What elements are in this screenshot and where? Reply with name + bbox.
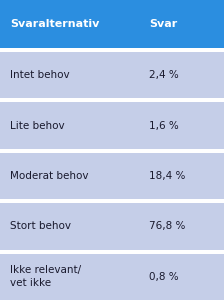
Bar (0, 203, 143, 250)
Text: Ikke relevant/
vet ikke: Ikke relevant/ vet ikke (10, 266, 81, 288)
Text: Moderat behov: Moderat behov (10, 171, 88, 181)
Text: 1,6 %: 1,6 % (149, 121, 179, 130)
Bar (143, 254, 224, 300)
Bar (143, 203, 224, 250)
Bar (0, 52, 143, 98)
Bar (0, 153, 143, 199)
Text: 0,8 %: 0,8 % (149, 272, 179, 282)
Text: 76,8 %: 76,8 % (149, 221, 186, 231)
Bar (143, 52, 224, 98)
Text: Stort behov: Stort behov (10, 221, 71, 231)
Text: 2,4 %: 2,4 % (149, 70, 179, 80)
Text: Svaralternativ: Svaralternativ (10, 19, 99, 29)
Text: Svar: Svar (149, 19, 178, 29)
Bar (0, 0, 143, 48)
Text: 18,4 %: 18,4 % (149, 171, 186, 181)
Bar (143, 153, 224, 199)
Text: Lite behov: Lite behov (10, 121, 65, 130)
Bar (0, 102, 143, 149)
Bar (143, 102, 224, 149)
Text: Intet behov: Intet behov (10, 70, 70, 80)
Bar (143, 0, 224, 48)
Bar (0, 254, 143, 300)
